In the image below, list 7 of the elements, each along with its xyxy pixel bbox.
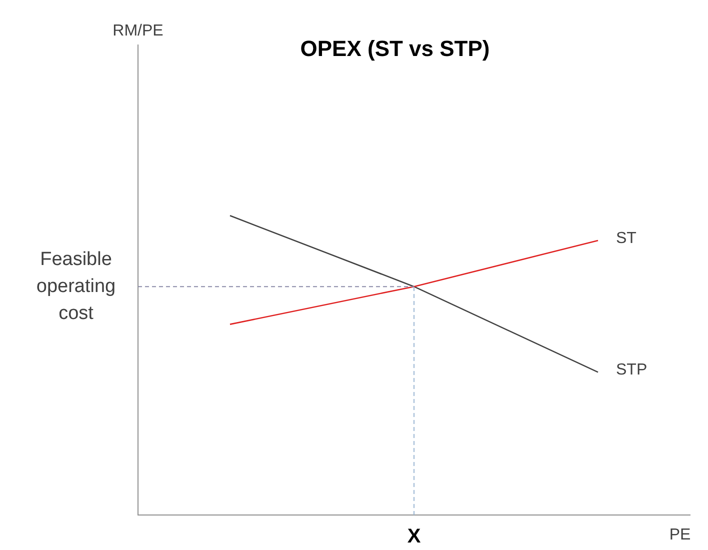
text: RM/PE (112, 22, 164, 40)
chart-title: OPEX (ST vs STP) (300, 36, 490, 62)
series-label: ST (616, 230, 637, 247)
ref-line-label: Feasible operating cost (36, 248, 116, 324)
series-label: STP (616, 362, 648, 379)
text: X (407, 526, 422, 548)
x-axis-title: PE (669, 526, 691, 544)
